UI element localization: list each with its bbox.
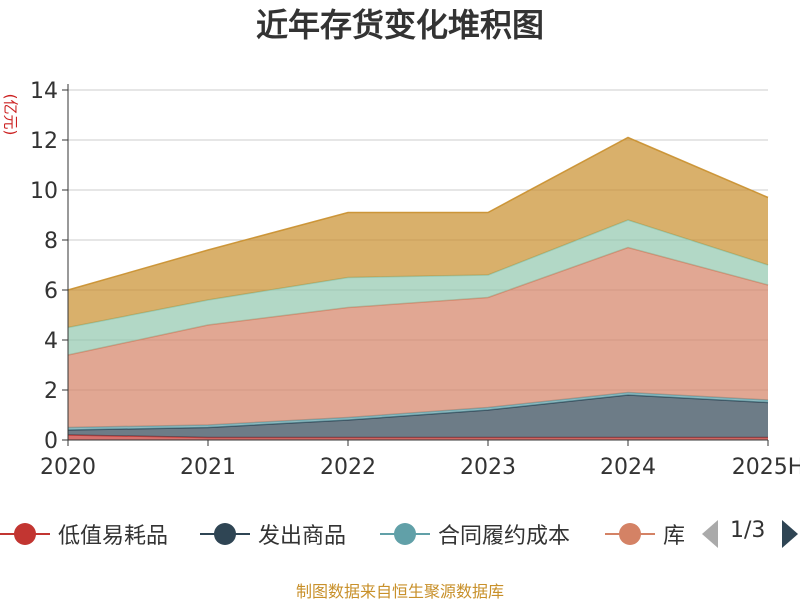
y-tick-label-6: 6 <box>44 279 58 304</box>
y-tick-label-14: 14 <box>30 79 58 104</box>
legend-marker-3 <box>380 514 430 554</box>
legend-marker-1 <box>0 514 50 554</box>
legend-dot-4 <box>619 523 641 545</box>
area-series-4 <box>68 247 768 428</box>
legend-dot-3 <box>394 523 416 545</box>
area-series-5 <box>68 220 768 355</box>
x-tick-label-2020: 2020 <box>40 455 96 480</box>
stacked-area-chart: 0 2 4 6 8 10 12 14 2020 2021 2022 2023 2024 2025H <box>30 79 800 480</box>
legend-item-1[interactable]: 低值易耗品 <box>0 514 168 554</box>
legend-label-1: 低值易耗品 <box>58 524 169 549</box>
legend-dot-1 <box>14 523 36 545</box>
series-line-6 <box>67 136 769 291</box>
x-tick-label-2024: 2024 <box>600 455 656 480</box>
legend-label-4: 库 <box>663 524 686 549</box>
legend-label-2: 发出商品 <box>258 524 347 549</box>
x-tick-label-2023: 2023 <box>460 455 516 480</box>
legend-next-arrow-icon[interactable] <box>782 520 798 548</box>
y-tick-label-8: 8 <box>44 229 58 254</box>
y-tick-label-10: 10 <box>30 179 58 204</box>
legend-item-4[interactable]: 库 <box>605 514 685 554</box>
x-tick-label-2022: 2022 <box>320 455 376 480</box>
legend-marker-4 <box>605 514 655 554</box>
x-tick-label-2021: 2021 <box>180 455 236 480</box>
legend-page-indicator: 1/3 <box>730 518 766 543</box>
data-source-note: 制图数据来自恒生聚源数据库 <box>295 582 504 601</box>
area-series-2 <box>68 395 768 438</box>
legend-prev-arrow-icon[interactable] <box>702 520 718 548</box>
legend-item-2[interactable]: 发出商品 <box>200 514 346 554</box>
chart-title: 近年存货变化堆积图 <box>255 6 544 44</box>
legend-pager: 1/3 <box>700 514 800 554</box>
y-tick-label-0: 0 <box>44 429 58 454</box>
y-tick-label-2: 2 <box>44 379 58 404</box>
legend-dot-2 <box>214 523 236 545</box>
area-series-6 <box>68 137 768 328</box>
x-tick-label-2025H: 2025H <box>732 455 800 480</box>
y-tick-label-12: 12 <box>30 129 58 154</box>
legend: 低值易耗品 发出商品 合同履约成本 库 <box>0 514 800 554</box>
legend-marker-2 <box>200 514 250 554</box>
y-tick-label-4: 4 <box>44 329 58 354</box>
legend-label-3: 合同履约成本 <box>438 524 571 549</box>
legend-item-3[interactable]: 合同履约成本 <box>380 514 570 554</box>
